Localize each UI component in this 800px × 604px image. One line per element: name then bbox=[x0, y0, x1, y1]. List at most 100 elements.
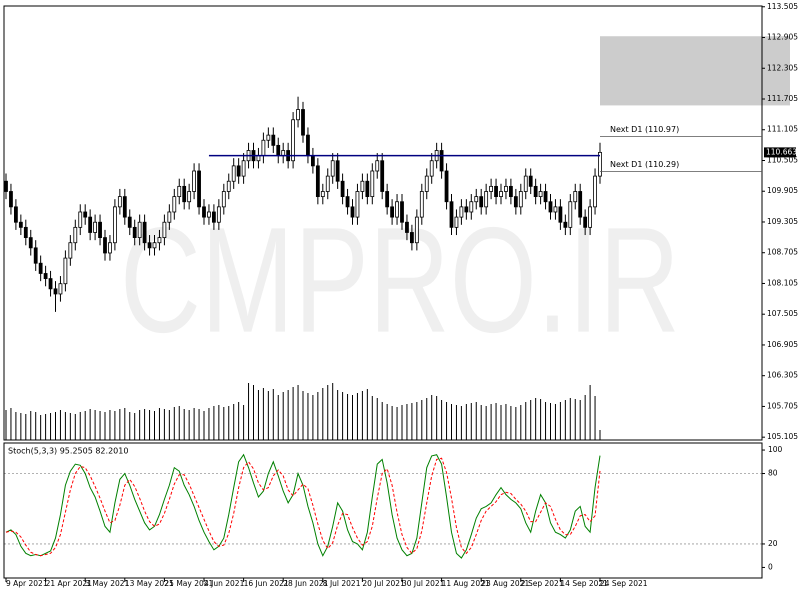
candle-body bbox=[335, 160, 340, 182]
candle-body bbox=[192, 170, 197, 192]
y-tick-label: 20 bbox=[768, 539, 778, 548]
candle-body bbox=[4, 180, 8, 192]
candle-body bbox=[573, 191, 578, 203]
candle-body bbox=[306, 134, 310, 157]
candle-body bbox=[28, 237, 33, 249]
candle-body bbox=[424, 175, 429, 192]
candle-body bbox=[291, 119, 296, 162]
candle-body bbox=[504, 185, 508, 192]
next-level-label: Next D1 (110.29) bbox=[610, 160, 679, 169]
candle-body bbox=[414, 216, 419, 244]
candle-body bbox=[375, 160, 380, 172]
candle-body bbox=[83, 211, 88, 218]
x-tick-label: 30 Jul 2021 bbox=[402, 579, 445, 588]
current-price-box bbox=[764, 147, 796, 158]
y-tick-label: 111.105 bbox=[767, 125, 798, 134]
candle-body bbox=[330, 160, 335, 177]
candle-body bbox=[370, 170, 375, 198]
y-tick-label: 109.905 bbox=[767, 186, 798, 195]
candle-body bbox=[216, 206, 221, 223]
candle-body bbox=[48, 278, 53, 290]
candle-body bbox=[533, 185, 538, 198]
candle-body bbox=[108, 242, 112, 254]
signal-line bbox=[5, 457, 601, 557]
candle-body bbox=[172, 196, 177, 213]
candle-body bbox=[152, 242, 157, 249]
candle-body bbox=[117, 196, 122, 208]
y-tick-label: 105.105 bbox=[767, 432, 798, 441]
candle-body bbox=[113, 206, 117, 244]
candle-body bbox=[385, 191, 390, 208]
y-tick-label: 110.505 bbox=[767, 155, 798, 164]
candle-body bbox=[454, 216, 459, 228]
candle-body bbox=[231, 165, 236, 182]
candle-body bbox=[400, 201, 404, 223]
candle-body bbox=[167, 211, 172, 223]
candle-body bbox=[449, 201, 454, 228]
candle-body bbox=[553, 206, 558, 213]
candle-body bbox=[340, 180, 345, 198]
candle-body bbox=[593, 175, 597, 208]
x-tick-label: 24 Sep 2021 bbox=[600, 579, 648, 588]
candle-body bbox=[33, 247, 38, 264]
candle-body bbox=[53, 288, 58, 295]
candle-body bbox=[360, 180, 365, 192]
candle-body bbox=[63, 257, 68, 285]
y-tick-label: 100 bbox=[768, 445, 783, 454]
y-tick-label: 105.705 bbox=[767, 401, 798, 410]
y-tick-label: 113.505 bbox=[767, 2, 798, 11]
main-line bbox=[5, 453, 601, 559]
y-tick-label: 80 bbox=[768, 469, 778, 478]
candle-body bbox=[489, 185, 494, 192]
candle-body bbox=[147, 242, 152, 249]
candle-body bbox=[207, 211, 211, 218]
x-tick-label: 9 Apr 2021 bbox=[6, 579, 48, 588]
x-tick-label: 2 Sep 2021 bbox=[521, 579, 564, 588]
candle-body bbox=[484, 191, 489, 208]
candle-body bbox=[528, 175, 533, 187]
candle-body bbox=[256, 155, 261, 162]
candle-body bbox=[132, 226, 137, 239]
candle-body bbox=[479, 196, 484, 208]
next-level-label: Next D1 (110.97) bbox=[610, 125, 679, 134]
current-price-label: 110.663 bbox=[766, 147, 797, 156]
candle-body bbox=[271, 134, 276, 146]
candle-body bbox=[202, 206, 206, 218]
candle-body bbox=[578, 191, 583, 218]
candle-body bbox=[568, 201, 573, 228]
x-tick-label: 14 Sep 2021 bbox=[560, 579, 608, 588]
candle-body bbox=[380, 160, 385, 192]
candle-body bbox=[355, 191, 360, 218]
candle-body bbox=[365, 180, 370, 198]
overlay-layer: 113.505 112.905 112.305 111.705 111.105 110.5… bbox=[5, 2, 798, 588]
candle-body bbox=[296, 109, 300, 121]
candle-body bbox=[266, 134, 271, 141]
candle-body bbox=[241, 160, 246, 177]
candle-body bbox=[513, 196, 518, 208]
candle-body bbox=[281, 150, 286, 157]
candle-body bbox=[508, 185, 513, 198]
candle-body bbox=[350, 206, 355, 218]
candle-body bbox=[588, 206, 592, 228]
x-tick-label: 21 Apr 2021 bbox=[46, 579, 93, 588]
candle-body bbox=[405, 221, 409, 233]
candle-body bbox=[142, 221, 147, 244]
candle-body bbox=[494, 185, 498, 198]
candle-body bbox=[162, 221, 167, 239]
candle-body bbox=[469, 201, 474, 213]
candle-body bbox=[236, 165, 241, 177]
candle-body bbox=[127, 216, 132, 228]
candle-body bbox=[226, 180, 231, 192]
candle-body bbox=[23, 226, 28, 239]
candle-body bbox=[182, 185, 187, 203]
candle-body bbox=[315, 165, 320, 198]
candle-body bbox=[93, 221, 97, 233]
candle-body bbox=[88, 216, 93, 233]
candle-body bbox=[464, 206, 469, 213]
candle-body bbox=[419, 191, 424, 218]
indicator-label: Stoch(5,3,3) 95.2505 82.2010 bbox=[8, 447, 128, 456]
candle-body bbox=[221, 191, 226, 208]
candle-body bbox=[409, 232, 414, 244]
candle-body bbox=[523, 175, 528, 192]
